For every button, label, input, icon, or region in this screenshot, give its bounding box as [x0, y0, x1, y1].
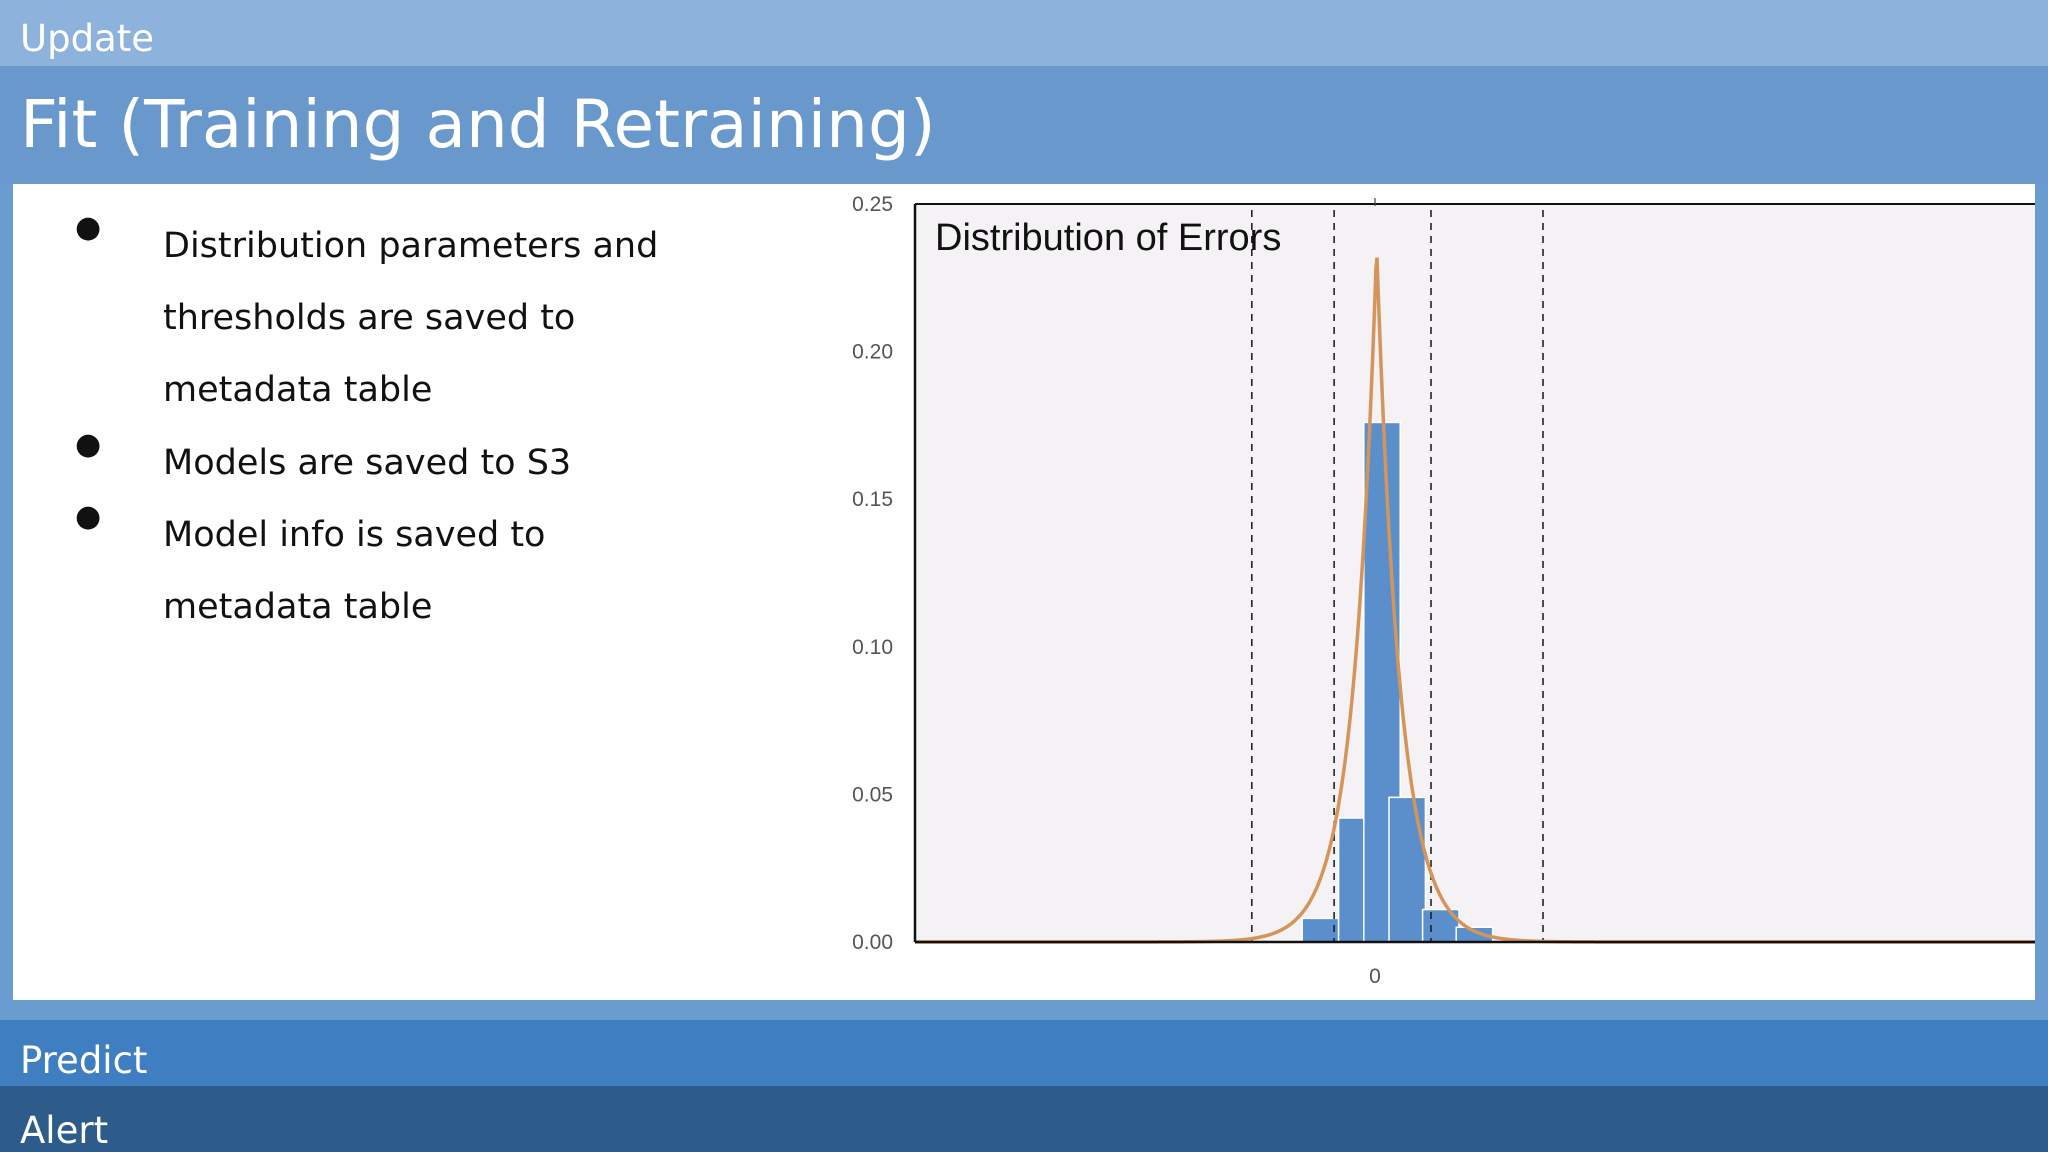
y-tick-label: 0.15	[852, 488, 893, 511]
y-tick-label: 0.20	[852, 341, 893, 364]
plot-area	[915, 204, 2035, 942]
section-alert-header[interactable]: Alert	[0, 1086, 2048, 1152]
section-alert-label: Alert	[20, 1109, 109, 1152]
section-update-label: Update	[20, 17, 154, 60]
bullet-text: Models are saved to S3	[163, 443, 572, 483]
section-fit-content: ● Distribution parameters and thresholds…	[13, 184, 2035, 1000]
bullet-dot: ●	[75, 499, 102, 534]
y-tick-label: 0.00	[852, 931, 893, 954]
section-fit-header[interactable]: Fit (Training and Retraining)	[0, 66, 2048, 184]
section-predict-header[interactable]: Predict	[0, 1020, 2048, 1086]
bullet-dot: ●	[75, 427, 102, 462]
bullet-dot: ●	[75, 210, 102, 245]
error-distribution-chart: 0.00 0.05 0.10 0.15 0.20 0.25 0 Distribution …	[852, 193, 2035, 988]
bullet-text: Distribution parameters and thresholds a…	[163, 226, 659, 410]
chart-title: Distribution of Errors	[935, 217, 1281, 259]
y-tick-label: 0.25	[852, 193, 893, 216]
x-tick-label: 0	[1369, 965, 1381, 988]
section-update-header[interactable]: Update	[0, 0, 2048, 66]
section-fit-title: Fit (Training and Retraining)	[20, 86, 936, 163]
histogram-bar	[1301, 917, 1340, 943]
section-predict-label: Predict	[20, 1039, 148, 1082]
y-tick-label: 0.05	[852, 783, 893, 806]
bullet-text: Model info is saved to metadata table	[163, 515, 546, 627]
section-divider	[0, 1000, 2048, 1020]
y-tick-label: 0.10	[852, 636, 893, 659]
bullet-list: ● Distribution parameters and thresholds…	[13, 184, 813, 1000]
histogram-bar	[1388, 796, 1427, 943]
